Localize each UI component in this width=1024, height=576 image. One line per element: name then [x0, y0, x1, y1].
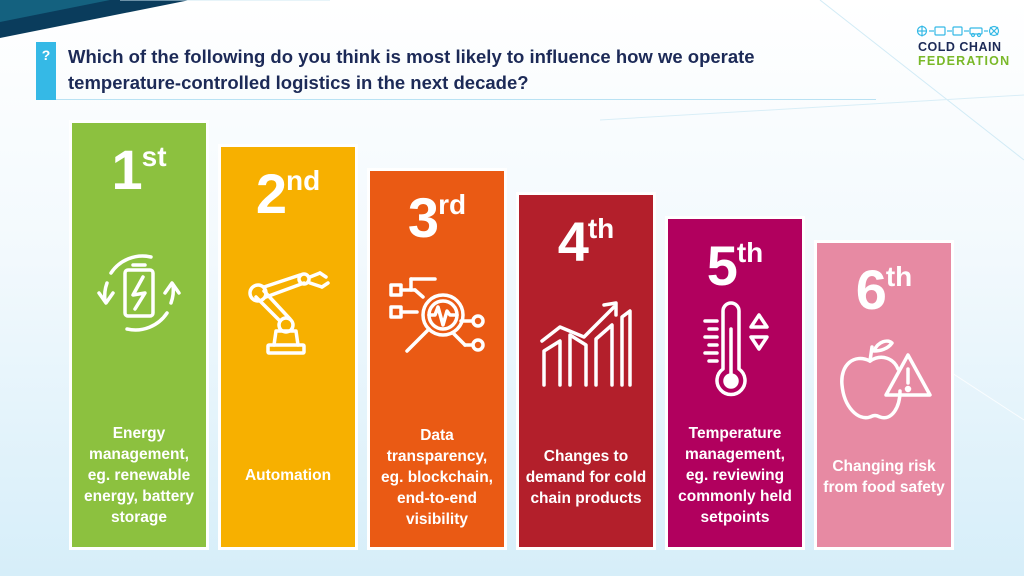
battery-cycle-icon — [97, 254, 181, 332]
rank-number: 1 — [111, 138, 142, 201]
rank-suffix: nd — [285, 165, 321, 196]
rank-card-2: 2nd Automation — [218, 144, 358, 550]
robotic-arm-icon — [248, 271, 330, 355]
question-text: Which of the following do you think is m… — [68, 46, 755, 93]
rank-card-4: 4th Changes to demand for cold chain pro… — [516, 192, 656, 550]
rank-heading: 6th — [817, 257, 951, 322]
rank-heading: 4th — [519, 209, 653, 274]
logo-text-line2: FEDERATION — [918, 54, 1011, 68]
rank-heading: 1st — [72, 137, 206, 202]
rank-label: Automation — [244, 466, 332, 484]
rank-card-1: 1st Energy management, eg. renewable ene… — [69, 120, 209, 550]
rank-heading: 2nd — [221, 161, 355, 226]
rank-heading: 3rd — [370, 185, 504, 250]
question-underline — [56, 99, 876, 100]
logo-text-line1: COLD CHAIN — [918, 40, 1002, 54]
rank-label: Changes to demand for cold chain product… — [525, 447, 647, 507]
rank-number: 2 — [255, 162, 287, 225]
rank-label: Energy management, eg. renewable energy,… — [84, 424, 194, 526]
rank-label: Data transparency, eg. blockchain, end-t… — [381, 426, 493, 528]
rank-number: 5 — [706, 234, 738, 297]
growth-chart-icon — [540, 301, 632, 387]
rank-number: 4 — [557, 210, 589, 273]
rank-suffix: st — [141, 141, 167, 172]
question-banner: ? Which of the following do you think is… — [36, 42, 896, 100]
rank-heading: 5th — [668, 233, 802, 298]
rank-number: 6 — [855, 258, 887, 321]
rank-suffix: rd — [438, 189, 467, 220]
rank-label: Changing risk from food safety — [823, 458, 945, 496]
rank-suffix: th — [587, 213, 615, 244]
logo-icons — [916, 25, 1000, 38]
apple-warning-icon — [840, 339, 932, 420]
cold-chain-federation-logo: COLD CHAIN FEDERATION — [916, 24, 1011, 72]
thermometer-icon — [703, 301, 769, 397]
data-magnifier-icon — [389, 277, 485, 353]
rank-suffix: th — [885, 261, 913, 292]
rank-suffix: th — [736, 237, 764, 268]
rank-card-3: 3rd Data transparency, eg. blockchain, e… — [367, 168, 507, 550]
rank-card-6: 6th Changing risk from food safety — [814, 240, 954, 550]
rank-card-5: 5th Temperature management, eg. reviewin… — [665, 216, 805, 550]
rank-number: 3 — [407, 186, 439, 249]
rank-label: Temperature management, eg. reviewing co… — [678, 424, 792, 526]
question-mark-badge: ? — [36, 42, 56, 100]
